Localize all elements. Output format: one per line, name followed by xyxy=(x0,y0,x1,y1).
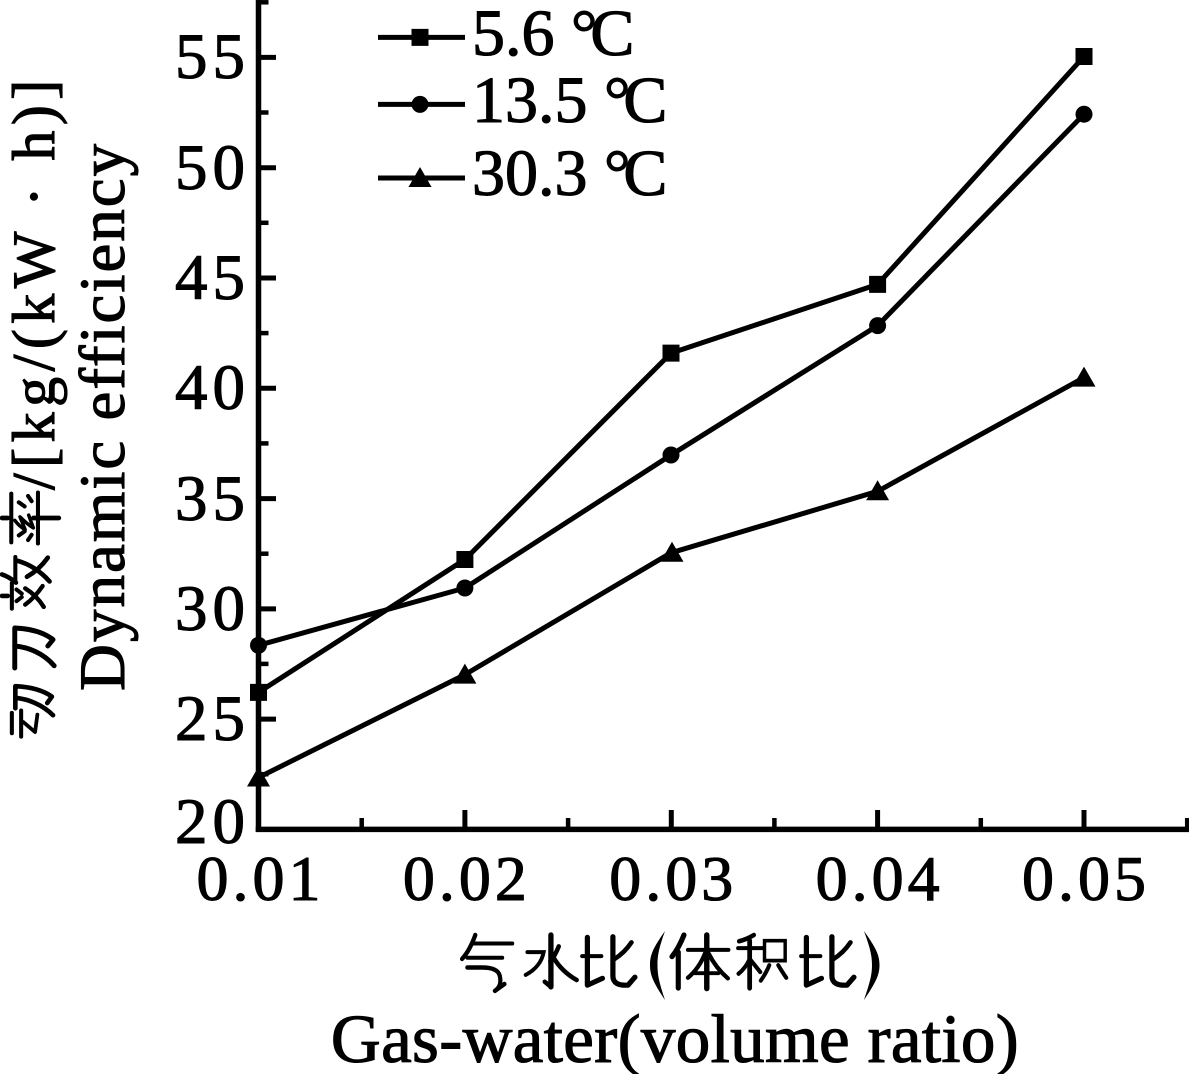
svg-text:30: 30 xyxy=(175,573,250,645)
svg-text:5.6 °C: 5.6 °C xyxy=(472,0,634,70)
svg-text:0.05: 0.05 xyxy=(1022,843,1150,914)
svg-text:55: 55 xyxy=(175,21,250,93)
svg-text:45: 45 xyxy=(175,242,250,314)
svg-text:Gas-water(volume ratio): Gas-water(volume ratio) xyxy=(331,1001,1019,1074)
svg-text:/[kg/(kW · h)]: /[kg/(kW · h)] xyxy=(1,74,67,490)
svg-text:20: 20 xyxy=(175,786,250,858)
svg-text:0.03: 0.03 xyxy=(609,843,737,914)
svg-text:0.01: 0.01 xyxy=(197,843,325,914)
svg-text:35: 35 xyxy=(175,463,250,535)
svg-text:0.04: 0.04 xyxy=(816,843,944,914)
svg-text:30.3 °C: 30.3 °C xyxy=(472,137,667,210)
svg-text:40: 40 xyxy=(175,352,250,424)
svg-text:0.02: 0.02 xyxy=(403,843,531,914)
svg-text:25: 25 xyxy=(175,683,250,755)
svg-text:50: 50 xyxy=(175,132,250,204)
svg-text:13.5 °C: 13.5 °C xyxy=(472,64,667,137)
svg-text:Dynamic efficiency: Dynamic efficiency xyxy=(67,142,139,691)
